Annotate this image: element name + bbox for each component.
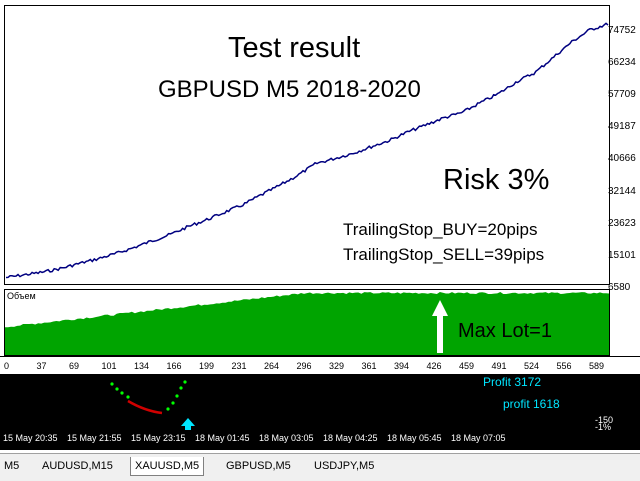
y-tick-label: 23623 [608,217,636,229]
risk-label: Risk 3% [443,164,550,196]
x-tick-label: 37 [36,361,47,371]
x-tick-label: 134 [134,361,150,371]
tab-usdjpy-m5[interactable]: USDJPY,M5 [314,460,375,472]
chart-subtitle: GBPUSD M5 2018-2020 [158,76,421,103]
green-dot [171,401,175,405]
y-tick-label: 57709 [608,89,636,101]
price-label-1: -150 [595,415,614,425]
time-tick-label: 18 May 03:05 [259,433,314,443]
chart-tabs-bar: M5 AUDUSD,M15 XAUUSD,M5 GBPUSD,M5 USDJPY… [0,453,640,481]
x-tick-label: 166 [166,361,182,371]
y-tick-label: 49187 [608,121,636,133]
green-dot [179,386,183,390]
green-dot [126,395,130,399]
x-tick-label: 101 [101,361,117,371]
time-tick-label: 15 May 21:55 [67,433,122,443]
time-tick-label: 18 May 05:45 [387,433,442,443]
x-tick-label: 199 [199,361,215,371]
x-tick-label: 459 [459,361,475,371]
x-tick-label: 231 [231,361,247,371]
trailing-buy-label: TrailingStop_BUY=20pips [343,220,538,239]
time-tick-label: 15 May 23:15 [131,433,186,443]
price-label-2: -1% [595,422,612,432]
tab-m5[interactable]: M5 [4,460,20,472]
x-tick-label: 361 [361,361,377,371]
chart-title: Test result [228,32,361,64]
equity-line [5,22,609,279]
y-tick-label: 6580 [608,281,631,293]
equity-chart [5,22,609,279]
cyan-arrow-icon [181,418,195,430]
x-tick-label: 264 [264,361,280,371]
x-tick-label: 524 [524,361,540,371]
y-axis: 74752 66234 57709 49187 40666 32144 23623 15101… [608,0,640,293]
green-dot [166,407,170,411]
profit-top-label: Profit 3172 [483,375,542,389]
x-axis: 0 37 69 101 134 166 199 231 264 296 329 361 394 426 45… [0,356,640,375]
y-tick-label: 66234 [608,57,636,69]
green-dot [115,387,119,391]
time-tick-label: 18 May 01:45 [195,433,250,443]
green-dot [175,394,179,398]
time-tick-label: 15 May 20:35 [3,433,58,443]
tab-xauusd-m5[interactable]: XAUUSD,M5 [130,457,205,476]
green-dot [110,382,114,386]
green-dot [120,391,124,395]
x-tick-label: 69 [69,361,80,371]
volume-panel: Объем Max Lot=1 [4,289,610,356]
trailing-sell-label: TrailingStop_SELL=39pips [343,245,545,264]
max-lot-label: Max Lot=1 [458,320,552,342]
red-trend-segment [127,399,163,415]
x-tick-label: 0 [4,361,10,371]
green-dot [183,380,187,384]
up-arrow-icon [432,300,448,353]
x-tick-label: 556 [556,361,572,371]
x-tick-label: 296 [296,361,312,371]
volume-area [5,292,609,355]
time-axis: 15 May 20:35 15 May 21:55 15 May 23:15 18 M… [0,430,640,450]
equity-chart-frame [4,5,610,285]
x-tick-label: 589 [589,361,605,371]
volume-title: Объем [7,291,36,301]
tab-gbpusd-m5[interactable]: GBPUSD,M5 [226,460,291,472]
time-tick-label: 18 May 04:25 [323,433,378,443]
tab-audusd-m15[interactable]: AUDUSD,M15 [42,460,113,472]
x-tick-label: 394 [394,361,410,371]
price-dots-chart [110,380,195,430]
x-tick-label: 426 [426,361,442,371]
y-tick-label: 74752 [608,25,636,36]
x-tick-label: 329 [329,361,345,371]
time-tick-label: 18 May 07:05 [451,433,506,443]
y-tick-label: 40666 [608,153,636,165]
x-tick-label: 491 [491,361,507,371]
y-tick-label: 15101 [608,249,636,261]
equity-chart-panel: 74752 66234 57709 49187 40666 32144 23623 15101… [4,0,640,293]
volume-chart [5,292,609,355]
y-tick-label: 32144 [608,185,636,197]
profit-label: profit 1618 [503,397,560,411]
